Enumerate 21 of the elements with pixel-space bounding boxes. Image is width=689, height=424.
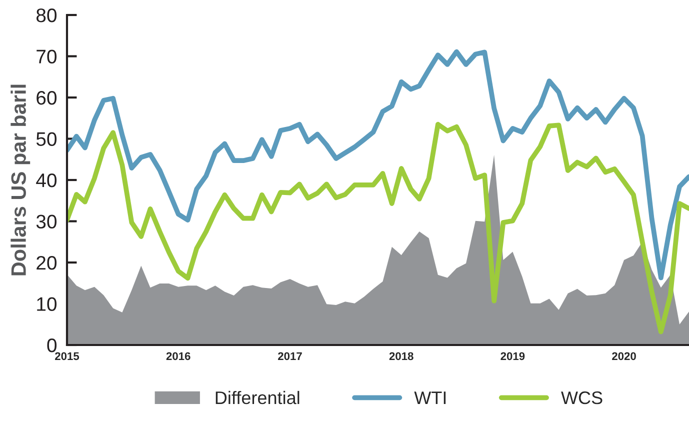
line-series <box>67 122 689 334</box>
y-tick-label: 40 <box>36 173 57 188</box>
x-tick-label: 2018 <box>389 352 414 360</box>
line-series <box>67 49 689 280</box>
y-tick-label: 0 <box>47 338 57 352</box>
y-axis-title: Dollars US par baril <box>10 84 30 276</box>
x-tick-label: 2019 <box>500 352 525 360</box>
legend-label: WCS <box>561 391 602 404</box>
legend-label: WTI <box>414 392 446 404</box>
x-tick-label: 2016 <box>166 352 190 360</box>
y-tick-label: 30 <box>36 214 57 228</box>
x-tick-label: 2020 <box>612 352 636 360</box>
y-tick-label: 50 <box>36 132 57 146</box>
x-tick-label: 2015 <box>55 352 80 360</box>
y-tick-label: 80 <box>36 8 57 22</box>
x-tick-label: 2017 <box>278 352 302 360</box>
y-tick-label: 70 <box>36 50 57 64</box>
y-tick-label: 10 <box>37 297 57 311</box>
y-tick-label: 60 <box>36 90 57 105</box>
y-tick-label: 20 <box>36 256 57 270</box>
legend-label: Differential <box>216 390 300 404</box>
